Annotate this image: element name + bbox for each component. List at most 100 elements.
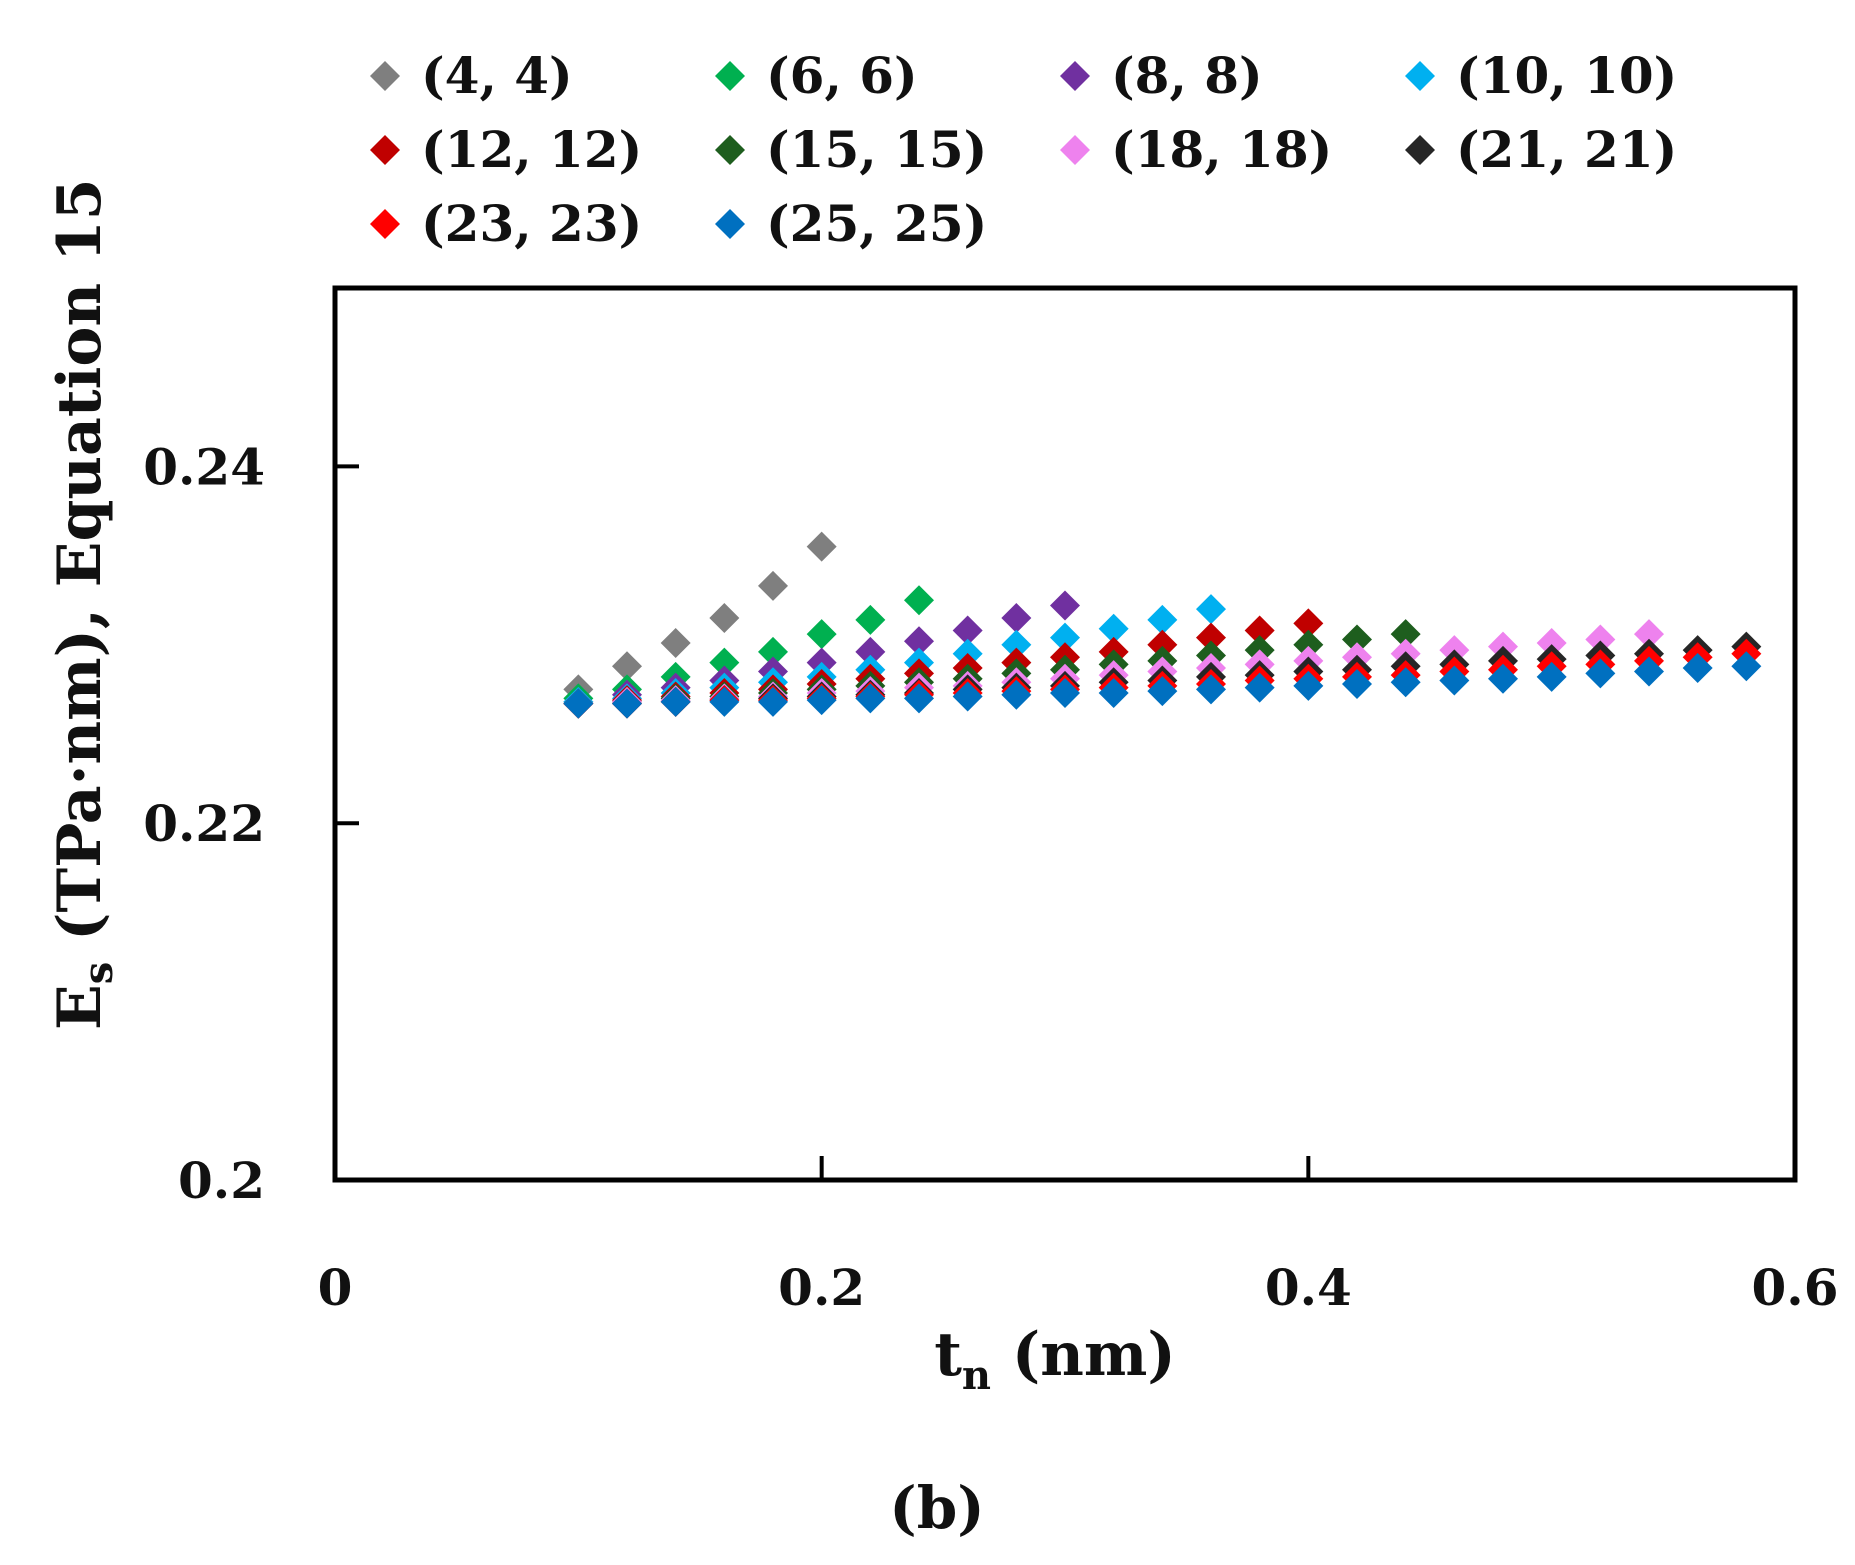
data-point — [855, 604, 886, 635]
data-point — [660, 686, 691, 717]
data-point — [904, 626, 934, 657]
data-point — [660, 628, 691, 659]
legend-marker — [1405, 61, 1435, 91]
data-point — [563, 688, 594, 719]
data-point — [1585, 658, 1616, 689]
legend-label: (4, 4) — [421, 46, 573, 105]
legend-marker — [1405, 135, 1435, 165]
legend-marker — [1060, 135, 1090, 165]
panel-label: (b) — [889, 1474, 984, 1542]
data-point — [806, 619, 837, 650]
data-point — [806, 531, 837, 562]
data-point — [1001, 629, 1032, 660]
data-point — [1147, 676, 1178, 707]
x-tick-label: 0.4 — [1265, 1258, 1352, 1317]
data-point — [1390, 619, 1421, 650]
y-axis-title-main: E — [45, 984, 115, 1030]
plot-frame — [332, 285, 1798, 1183]
data-point — [1050, 677, 1080, 708]
y-tick-labels: 0.2 0.22 0.24 — [143, 437, 265, 1210]
data-point — [1147, 629, 1178, 660]
data-point — [1342, 624, 1372, 655]
legend-label: (6, 6) — [766, 46, 918, 105]
data-point — [1196, 674, 1226, 705]
data-point — [1293, 608, 1324, 639]
legend-marker — [1060, 61, 1090, 91]
data-point — [758, 570, 788, 601]
data-point — [904, 683, 934, 714]
legend-marker — [370, 135, 400, 165]
legend: (4, 4) (6, 6) (8, 8) (10, 10) (12, 12) (15, 1… — [370, 46, 1677, 253]
legend-label: (8, 8) — [1111, 46, 1263, 105]
data-point — [806, 685, 837, 716]
y-tick-label: 0.22 — [143, 794, 265, 853]
legend-label: (18, 18) — [1111, 120, 1332, 179]
y-tick-label: 0.24 — [143, 437, 265, 496]
data-point — [1098, 677, 1129, 708]
y-axis-title-sub: s — [75, 962, 122, 985]
data-point — [1634, 656, 1664, 687]
legend-marker — [370, 209, 400, 239]
legend-marker — [715, 135, 745, 165]
data-point — [709, 647, 740, 678]
data-point — [1293, 670, 1324, 701]
legend-label: (10, 10) — [1456, 46, 1677, 105]
data-point — [1682, 652, 1713, 683]
legend-label: (21, 21) — [1456, 120, 1677, 179]
data-points — [563, 531, 1762, 719]
data-point — [952, 615, 983, 646]
y-axis-title-rest: (TPa·nm), Equation 15 — [45, 179, 115, 962]
data-point — [1585, 624, 1616, 655]
data-point — [709, 603, 740, 634]
data-point — [904, 585, 934, 616]
x-tick-label: 0.2 — [778, 1258, 865, 1317]
data-point — [1001, 603, 1032, 634]
legend-marker — [715, 61, 745, 91]
y-axis-title-group: Es (TPa·nm), Equation 15 — [45, 179, 122, 1030]
y-axis-title: Es (TPa·nm), Equation 15 — [45, 179, 122, 1030]
y-tick-label: 0.2 — [178, 1151, 265, 1210]
axis-ticks — [333, 464, 1797, 1182]
x-axis-title-main: t — [934, 1320, 962, 1390]
data-point — [1342, 669, 1372, 700]
data-point — [1293, 629, 1324, 660]
x-axis-title-rest: (nm) — [991, 1320, 1176, 1390]
data-point — [952, 681, 983, 712]
data-point — [1536, 628, 1567, 659]
x-tick-labels: 0 0.2 0.4 0.6 — [318, 1258, 1839, 1317]
data-point — [1196, 594, 1226, 625]
data-point — [612, 688, 642, 719]
legend-label: (15, 15) — [766, 120, 987, 179]
legend-label: (12, 12) — [421, 120, 642, 179]
data-point — [1050, 590, 1080, 621]
legend-label: (23, 23) — [421, 194, 642, 253]
legend-marker — [370, 61, 400, 91]
legend-label: (25, 25) — [766, 194, 987, 253]
data-point — [1390, 667, 1421, 698]
data-point — [758, 636, 788, 667]
data-point — [855, 683, 886, 714]
data-point — [1001, 679, 1032, 710]
x-axis-title: tn (nm) — [934, 1320, 1176, 1399]
data-point — [1244, 672, 1275, 703]
data-point — [758, 686, 788, 717]
data-point — [1634, 619, 1664, 650]
data-point — [1147, 604, 1178, 635]
data-point — [1731, 651, 1762, 682]
legend-marker — [715, 209, 745, 239]
data-point — [1098, 613, 1129, 644]
data-point — [1488, 663, 1518, 694]
data-point — [1244, 615, 1275, 646]
data-point — [855, 636, 886, 667]
data-point — [1050, 622, 1080, 653]
data-point — [612, 651, 642, 682]
data-point — [1196, 622, 1226, 653]
data-point — [1439, 665, 1470, 696]
x-tick-label: 0.6 — [1752, 1258, 1839, 1317]
x-axis-title-sub: n — [962, 1352, 991, 1399]
data-point — [709, 686, 740, 717]
data-point — [1536, 661, 1567, 692]
x-tick-label: 0 — [318, 1258, 353, 1317]
